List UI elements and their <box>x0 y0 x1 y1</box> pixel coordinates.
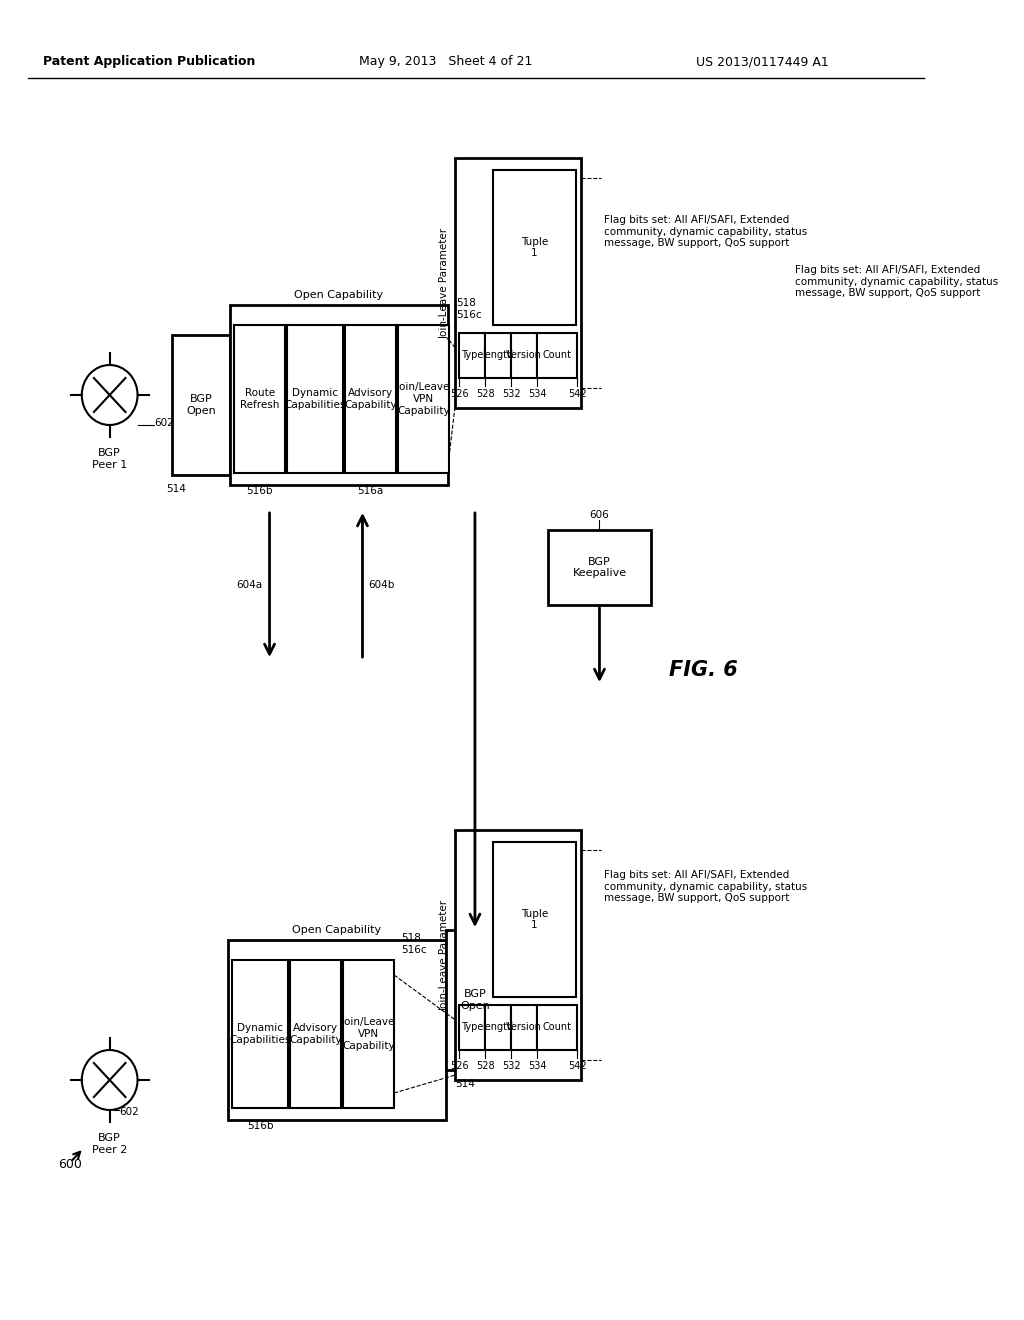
Bar <box>232 960 288 1107</box>
Bar <box>485 333 511 378</box>
Text: 516b: 516b <box>247 486 273 496</box>
Bar <box>172 335 229 475</box>
Text: May 9, 2013   Sheet 4 of 21: May 9, 2013 Sheet 4 of 21 <box>359 55 532 69</box>
Bar <box>538 333 578 378</box>
Text: 534: 534 <box>528 389 547 399</box>
Text: Route
Refresh: Route Refresh <box>240 388 280 409</box>
Text: BGP
Open: BGP Open <box>186 395 216 416</box>
Bar <box>511 1005 538 1049</box>
Text: Peer 1: Peer 1 <box>92 459 127 470</box>
Text: 526: 526 <box>450 389 468 399</box>
Text: Dynamic
Capabilities: Dynamic Capabilities <box>285 388 346 409</box>
Text: US 2013/0117449 A1: US 2013/0117449 A1 <box>695 55 828 69</box>
Text: 518: 518 <box>457 298 476 308</box>
Bar <box>485 1005 511 1049</box>
Bar <box>227 940 446 1119</box>
Bar <box>493 170 577 325</box>
Text: 516a: 516a <box>357 486 384 496</box>
Text: length: length <box>482 351 514 360</box>
Text: Flag bits set: All AFI/SAFI, Extended
community, dynamic capability, status
mess: Flag bits set: All AFI/SAFI, Extended co… <box>604 215 807 248</box>
Bar <box>459 1005 485 1049</box>
Text: Join-Leave Parameter: Join-Leave Parameter <box>439 227 450 338</box>
Bar <box>345 325 396 473</box>
Text: Count: Count <box>543 1023 571 1032</box>
Bar <box>234 325 286 473</box>
Bar <box>493 842 577 997</box>
Bar <box>343 960 394 1107</box>
Text: Version: Version <box>506 351 542 360</box>
Text: Join-Leave Parameter: Join-Leave Parameter <box>439 899 450 1011</box>
Text: 602: 602 <box>119 1107 138 1117</box>
Bar <box>456 830 581 1080</box>
Text: 532: 532 <box>502 1061 520 1071</box>
Text: 518: 518 <box>401 933 422 942</box>
Text: Join/Leave
VPN
Capability: Join/Leave VPN Capability <box>342 1018 395 1051</box>
Text: 542: 542 <box>568 389 587 399</box>
Text: Dynamic
Capabilities: Dynamic Capabilities <box>229 1023 291 1045</box>
Text: 528: 528 <box>476 389 495 399</box>
Text: FIG. 6: FIG. 6 <box>669 660 738 680</box>
Text: 600: 600 <box>57 1159 82 1172</box>
Text: Flag bits set: All AFI/SAFI, Extended
community, dynamic capability, status
mess: Flag bits set: All AFI/SAFI, Extended co… <box>795 265 998 298</box>
Text: 542: 542 <box>568 1061 587 1071</box>
Text: 516c: 516c <box>401 945 427 954</box>
Bar <box>538 1005 578 1049</box>
Text: Patent Application Publication: Patent Application Publication <box>43 55 255 69</box>
Text: 516b: 516b <box>247 1121 273 1131</box>
Text: BGP: BGP <box>98 447 121 458</box>
Text: 528: 528 <box>476 1061 495 1071</box>
Text: BGP: BGP <box>98 1133 121 1143</box>
Text: Type: Type <box>461 351 483 360</box>
Text: length: length <box>482 1023 514 1032</box>
Text: 526: 526 <box>450 1061 468 1071</box>
Bar <box>397 325 449 473</box>
Text: 606: 606 <box>590 510 609 520</box>
Text: BGP
Keepalive: BGP Keepalive <box>572 557 627 578</box>
Text: 516c: 516c <box>457 310 482 319</box>
Text: Peer 2: Peer 2 <box>92 1144 127 1155</box>
Text: 534: 534 <box>528 1061 547 1071</box>
Text: Version: Version <box>506 1023 542 1032</box>
Text: 602: 602 <box>155 418 174 428</box>
Text: Advisory
Capability: Advisory Capability <box>289 1023 342 1045</box>
Text: 514: 514 <box>167 484 186 494</box>
Text: 604a: 604a <box>236 579 262 590</box>
Bar <box>511 333 538 378</box>
Text: Type: Type <box>461 1023 483 1032</box>
Bar <box>287 325 343 473</box>
Bar <box>549 531 650 605</box>
Bar <box>459 333 485 378</box>
Text: Tuple
1: Tuple 1 <box>521 908 548 931</box>
Text: BGP
Open: BGP Open <box>460 989 489 1011</box>
Text: Advisory
Capability: Advisory Capability <box>344 388 396 409</box>
Text: Open Capability: Open Capability <box>292 925 382 935</box>
Text: 514: 514 <box>455 1078 475 1089</box>
Text: Tuple
1: Tuple 1 <box>521 236 548 259</box>
Text: Count: Count <box>543 351 571 360</box>
Text: Open Capability: Open Capability <box>294 290 383 300</box>
Text: 532: 532 <box>502 389 520 399</box>
Bar <box>446 931 504 1071</box>
Text: Flag bits set: All AFI/SAFI, Extended
community, dynamic capability, status
mess: Flag bits set: All AFI/SAFI, Extended co… <box>604 870 807 903</box>
Text: 604b: 604b <box>368 579 394 590</box>
Bar <box>229 305 447 484</box>
Bar <box>290 960 341 1107</box>
Bar <box>456 158 581 408</box>
Text: Join/Leave
VPN
Capability: Join/Leave VPN Capability <box>396 383 450 416</box>
